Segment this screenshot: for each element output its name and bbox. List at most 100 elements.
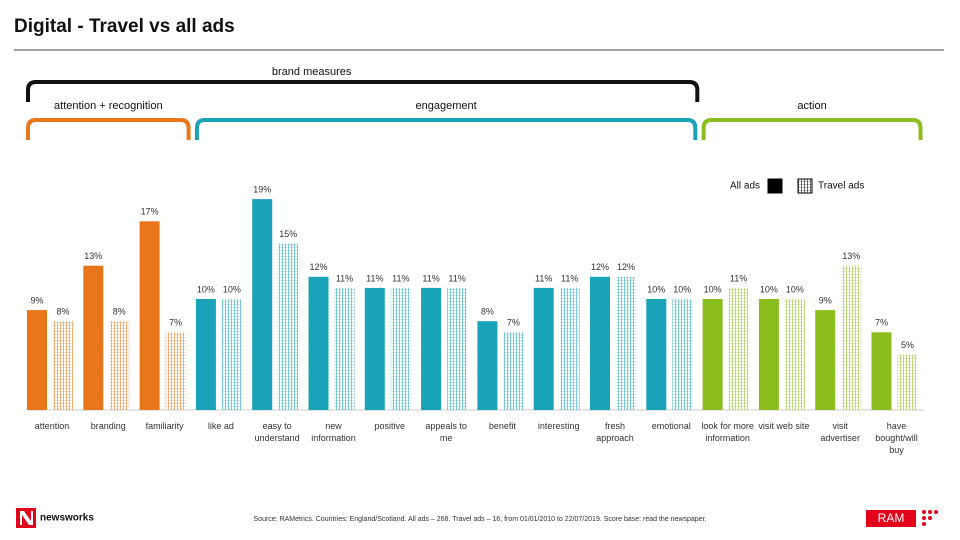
bracket: [26, 118, 191, 140]
value-label: 7%: [507, 318, 520, 328]
bar: [815, 310, 836, 410]
x-tick-label: like ad: [207, 421, 234, 431]
bar: [590, 276, 610, 410]
value-label: 10%: [673, 284, 691, 294]
value-label: 11%: [392, 273, 409, 283]
logo-right-text: RAM: [878, 511, 905, 525]
logo-dot: [928, 510, 932, 514]
bar: [53, 321, 73, 410]
bar: [421, 287, 442, 410]
value-label: 9%: [819, 295, 832, 305]
bar: [533, 287, 554, 410]
bar: [503, 332, 524, 410]
bar: [702, 299, 723, 410]
value-label: 12%: [591, 262, 609, 272]
value-label: 17%: [141, 207, 159, 217]
group-label: attention + recognition: [54, 100, 163, 112]
x-tick-label: interesting: [537, 421, 580, 431]
x-tick-label: emotional: [651, 421, 691, 431]
value-label: 7%: [169, 318, 182, 328]
legend-label: All ads: [730, 181, 760, 192]
value-label: 11%: [366, 273, 383, 283]
value-label: 10%: [786, 284, 804, 294]
value-label: 10%: [223, 284, 241, 294]
bar: [758, 299, 779, 410]
legend-label: Travel ads: [818, 181, 864, 192]
x-tick-label: benefit: [488, 421, 516, 431]
x-tick-label: positive: [374, 421, 406, 431]
legend-swatch: [767, 178, 783, 194]
source-note: Source: RAMetrics. Countries: England/Sc…: [254, 516, 707, 523]
bar: [83, 265, 104, 410]
bar: [871, 332, 892, 410]
value-label: 12%: [309, 262, 327, 272]
value-label: 9%: [30, 295, 43, 305]
slide-title: Digital - Travel vs all ads: [14, 16, 235, 37]
bar: [616, 276, 636, 410]
x-tick-label: have bought/will buy: [875, 421, 918, 455]
group-label: action: [797, 100, 826, 112]
bar: [334, 287, 355, 410]
value-label: 10%: [704, 284, 722, 294]
x-tick-label: familiarity: [145, 421, 184, 431]
x-tick-label: fresh approach: [596, 421, 634, 443]
value-label: 10%: [647, 284, 665, 294]
bar: [221, 299, 242, 410]
bar: [646, 299, 667, 410]
bar: [308, 276, 329, 410]
bar: [672, 299, 693, 410]
logo-n: [20, 511, 33, 525]
x-tick-label: visit web site: [758, 421, 810, 431]
x-tick-label: look for more information: [701, 421, 754, 443]
bar: [364, 287, 385, 410]
group-label: engagement: [416, 100, 477, 112]
logo-dot: [922, 522, 926, 526]
ram-logo: RAM: [866, 510, 938, 527]
bar: [728, 287, 749, 410]
bar: [390, 287, 411, 410]
bar: [27, 310, 47, 410]
x-tick-label: easy to understand: [254, 421, 300, 443]
x-tick-label: appeals to me: [425, 421, 467, 443]
logo-left-text: newsworks: [40, 513, 94, 524]
bracket: [194, 118, 698, 140]
value-label: 11%: [422, 273, 439, 283]
value-label: 8%: [481, 307, 494, 317]
bar: [477, 321, 498, 410]
value-label: 11%: [561, 273, 578, 283]
value-label: 13%: [842, 251, 860, 261]
logo-dot: [922, 516, 926, 520]
value-label: 11%: [448, 273, 465, 283]
bracket: [26, 80, 700, 102]
bar: [109, 321, 130, 410]
logo-dot: [928, 516, 932, 520]
bar: [139, 221, 160, 410]
value-label: 11%: [535, 273, 552, 283]
x-tick-label: visit advertiser: [820, 421, 860, 443]
bracket: [701, 118, 923, 140]
logo-dot: [922, 510, 926, 514]
bar: [252, 199, 273, 410]
group-title: brand measures: [272, 66, 352, 78]
x-tick-label: new information: [311, 421, 356, 443]
value-label: 5%: [901, 340, 914, 350]
bar: [559, 287, 580, 410]
value-label: 13%: [84, 251, 102, 261]
value-label: 10%: [197, 284, 215, 294]
bar: [195, 299, 216, 410]
bar: [278, 243, 299, 410]
newsworks-logo: newsworks: [16, 508, 94, 528]
bar: [841, 265, 862, 410]
value-label: 11%: [730, 273, 747, 283]
logo-dot: [934, 510, 938, 514]
value-label: 7%: [875, 318, 888, 328]
legend-swatch: [797, 178, 813, 194]
ram-box: [866, 510, 916, 527]
bar: [165, 332, 186, 410]
x-tick-label: attention: [34, 421, 70, 431]
value-label: 11%: [336, 273, 353, 283]
value-label: 8%: [113, 307, 126, 317]
bar: [897, 354, 918, 410]
